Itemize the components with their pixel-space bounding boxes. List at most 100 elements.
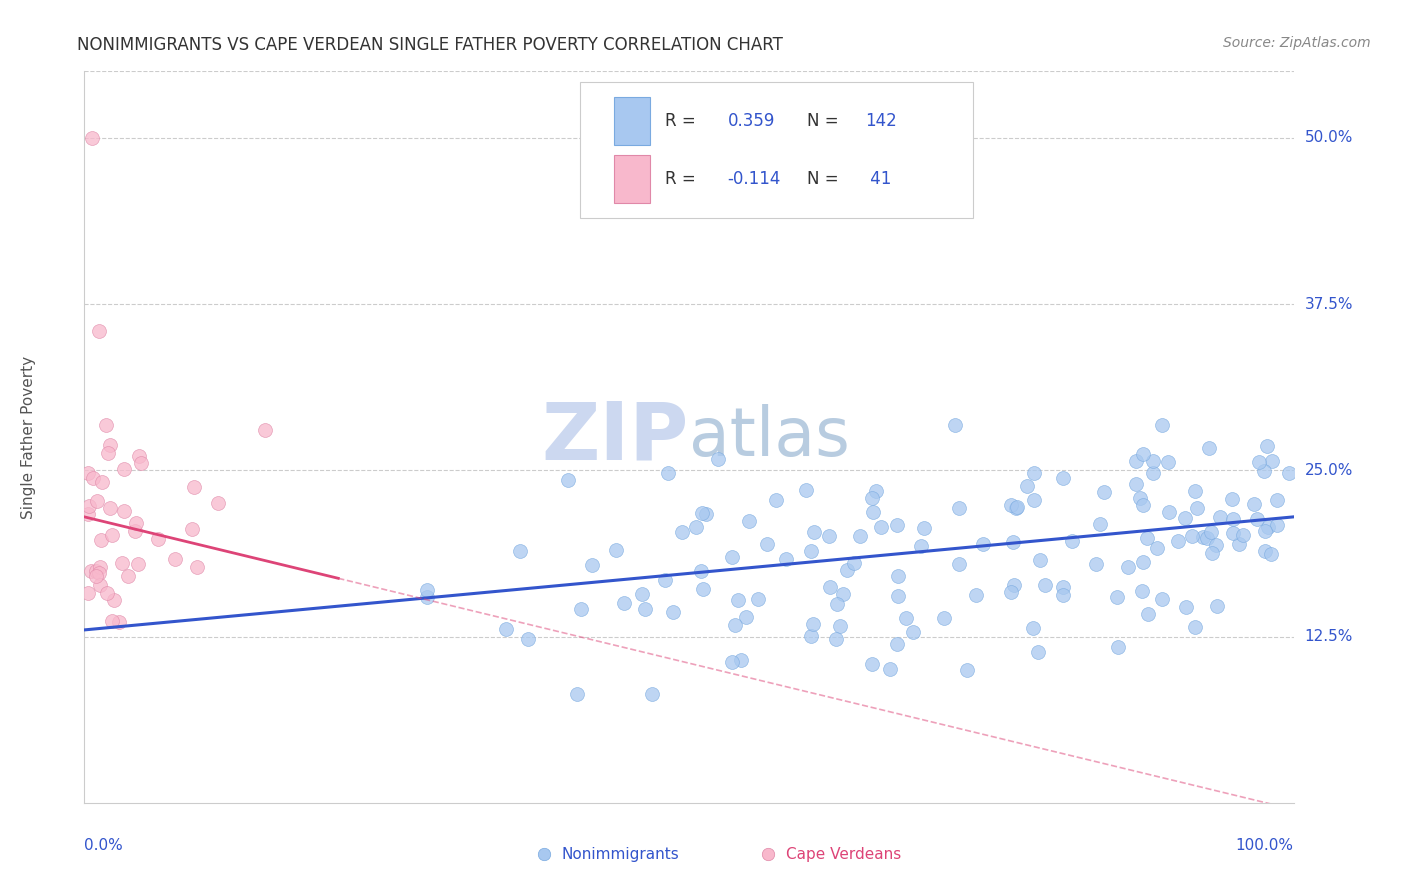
Nonimmigrants — [721, 656, 744, 670]
Nonimmigrants — [803, 525, 825, 540]
Nonimmigrants — [1052, 580, 1074, 594]
Nonimmigrants — [565, 686, 588, 700]
Cape Verdeans — [91, 475, 114, 489]
Nonimmigrants — [1136, 607, 1159, 622]
FancyBboxPatch shape — [581, 82, 973, 218]
Nonimmigrants — [1222, 525, 1244, 540]
Nonimmigrants — [1005, 500, 1028, 515]
Nonimmigrants — [948, 501, 970, 516]
Nonimmigrants — [1253, 464, 1275, 478]
Nonimmigrants — [1209, 509, 1232, 524]
Nonimmigrants — [685, 520, 707, 534]
Nonimmigrants — [824, 632, 846, 646]
Nonimmigrants — [1132, 498, 1154, 512]
Nonimmigrants — [901, 625, 924, 640]
Nonimmigrants — [886, 518, 908, 533]
Nonimmigrants — [1261, 454, 1284, 468]
Cape Verdeans — [97, 446, 120, 460]
Nonimmigrants — [727, 592, 749, 607]
Nonimmigrants — [865, 484, 887, 499]
Nonimmigrants — [1107, 640, 1129, 654]
Nonimmigrants — [1197, 531, 1219, 545]
Nonimmigrants — [1118, 559, 1140, 574]
Nonimmigrants — [1174, 511, 1197, 525]
Nonimmigrants — [1227, 536, 1250, 550]
Nonimmigrants — [862, 505, 884, 519]
Nonimmigrants — [1150, 417, 1173, 432]
Text: Cape Verdeans: Cape Verdeans — [786, 847, 901, 862]
Nonimmigrants — [799, 543, 821, 558]
Text: 41: 41 — [866, 170, 891, 188]
Nonimmigrants — [1130, 583, 1153, 598]
Text: N =: N = — [807, 170, 845, 188]
Nonimmigrants — [1198, 442, 1220, 456]
Nonimmigrants — [1125, 454, 1147, 468]
Nonimmigrants — [747, 591, 769, 606]
Cape Verdeans — [186, 560, 208, 574]
Nonimmigrants — [1002, 577, 1025, 591]
Cape Verdeans — [111, 556, 134, 570]
Nonimmigrants — [689, 565, 711, 579]
Nonimmigrants — [695, 507, 717, 521]
Cape Verdeans — [163, 551, 186, 566]
Nonimmigrants — [1157, 505, 1180, 519]
Nonimmigrants — [605, 543, 627, 558]
Nonimmigrants — [1167, 534, 1189, 549]
Nonimmigrants — [631, 587, 654, 601]
Cape Verdeans — [146, 533, 169, 547]
Nonimmigrants — [1029, 552, 1052, 566]
Nonimmigrants — [879, 662, 901, 676]
Cape Verdeans — [80, 564, 103, 578]
Nonimmigrants — [1257, 520, 1279, 534]
Text: ZIP: ZIP — [541, 398, 689, 476]
FancyBboxPatch shape — [614, 97, 650, 145]
Nonimmigrants — [910, 539, 932, 553]
Cape Verdeans — [77, 507, 100, 521]
Nonimmigrants — [818, 529, 841, 543]
Nonimmigrants — [830, 619, 852, 633]
Nonimmigrants — [1243, 497, 1265, 511]
Nonimmigrants — [1022, 493, 1045, 508]
Nonimmigrants — [415, 583, 437, 598]
Nonimmigrants — [1184, 483, 1206, 498]
Cape Verdeans — [101, 614, 124, 628]
Nonimmigrants — [1005, 500, 1028, 515]
Nonimmigrants — [721, 549, 744, 564]
Nonimmigrants — [796, 483, 818, 498]
Nonimmigrants — [1205, 538, 1227, 552]
Nonimmigrants — [1002, 534, 1025, 549]
Cape Verdeans — [124, 524, 146, 538]
Nonimmigrants — [1129, 491, 1152, 505]
Nonimmigrants — [1184, 620, 1206, 634]
Text: Source: ZipAtlas.com: Source: ZipAtlas.com — [1223, 36, 1371, 50]
Nonimmigrants — [1265, 517, 1288, 532]
Cape Verdeans — [94, 418, 117, 433]
Nonimmigrants — [835, 563, 858, 577]
Nonimmigrants — [1060, 533, 1083, 548]
Nonimmigrants — [730, 653, 752, 667]
Text: N =: N = — [807, 112, 845, 129]
Nonimmigrants — [557, 473, 579, 487]
Cape Verdeans — [80, 131, 103, 145]
Nonimmigrants — [844, 557, 866, 571]
Nonimmigrants — [1220, 491, 1243, 506]
Nonimmigrants — [832, 587, 855, 601]
Nonimmigrants — [1000, 498, 1022, 512]
Nonimmigrants — [517, 632, 540, 646]
Nonimmigrants — [657, 466, 679, 480]
Cape Verdeans — [181, 523, 204, 537]
Nonimmigrants — [640, 687, 662, 701]
Nonimmigrants — [692, 582, 714, 596]
Nonimmigrants — [634, 601, 657, 615]
Nonimmigrants — [1181, 529, 1204, 543]
Nonimmigrants — [765, 492, 787, 507]
Nonimmigrants — [1135, 532, 1157, 546]
Text: atlas: atlas — [689, 404, 849, 470]
Nonimmigrants — [887, 590, 910, 604]
Nonimmigrants — [509, 544, 531, 558]
Nonimmigrants — [1015, 478, 1038, 492]
Nonimmigrants — [1142, 454, 1164, 468]
Cape Verdeans — [84, 564, 107, 578]
Nonimmigrants — [1021, 621, 1043, 635]
Nonimmigrants — [1085, 557, 1108, 571]
